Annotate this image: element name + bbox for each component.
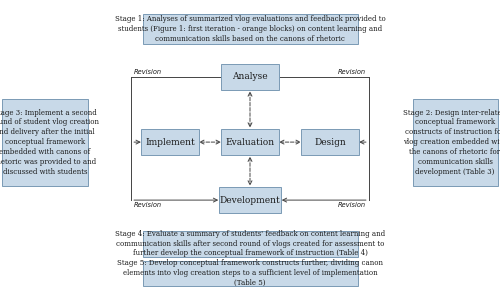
FancyBboxPatch shape: [301, 129, 359, 155]
Text: Revision: Revision: [338, 68, 366, 75]
FancyBboxPatch shape: [412, 99, 498, 186]
Text: Development: Development: [220, 195, 280, 205]
FancyBboxPatch shape: [221, 64, 279, 90]
Text: Stage 3: Implement a second
round of student vlog creation
and delivery after th: Stage 3: Implement a second round of stu…: [0, 109, 99, 175]
FancyBboxPatch shape: [142, 231, 358, 257]
Text: Revision: Revision: [134, 68, 162, 75]
Text: Analyse: Analyse: [232, 72, 268, 81]
FancyBboxPatch shape: [142, 129, 199, 155]
Text: Stage 1: Analyses of summarized vlog evaluations and feedback provided to
studen: Stage 1: Analyses of summarized vlog eva…: [114, 15, 386, 43]
Text: Evaluation: Evaluation: [226, 137, 274, 147]
FancyBboxPatch shape: [218, 187, 282, 213]
Text: Revision: Revision: [134, 202, 162, 209]
FancyBboxPatch shape: [221, 129, 279, 155]
Text: Revision: Revision: [338, 202, 366, 209]
FancyBboxPatch shape: [142, 261, 358, 285]
FancyBboxPatch shape: [142, 14, 358, 44]
Text: Implement: Implement: [145, 137, 195, 147]
Text: Stage 5: Develop conceptual framework constructs further, dividing canon
element: Stage 5: Develop conceptual framework co…: [117, 259, 383, 287]
Text: Stage 4: Evaluate a summary of students' feedback on content learning and
commun: Stage 4: Evaluate a summary of students'…: [115, 230, 385, 258]
Text: Design: Design: [314, 137, 346, 147]
FancyBboxPatch shape: [2, 99, 87, 186]
Text: Stage 2: Design inter-related
conceptual framework
constructs of instruction for: Stage 2: Design inter-related conceptual…: [403, 109, 500, 175]
